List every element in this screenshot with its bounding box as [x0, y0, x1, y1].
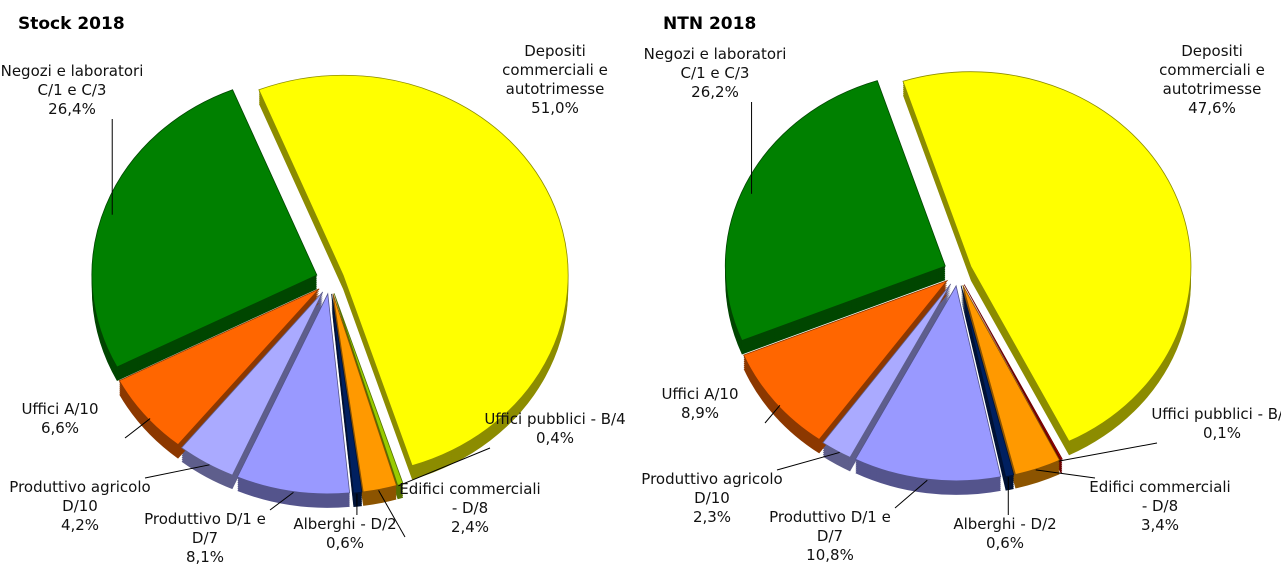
data-label: Produttivo agricolo D/10 2,3%: [637, 470, 787, 527]
data-label: Negozi e laboratori C/1 e C/3 26,4%: [0, 62, 147, 119]
value-label: 2,4%: [450, 518, 490, 536]
leader-line: [894, 479, 928, 509]
category-label: Uffici pubblici - B/4: [484, 410, 626, 428]
category-label: Alberghi - D/2: [953, 515, 1057, 533]
data-label: Produttivo agricolo D/10 4,2%: [5, 478, 155, 535]
value-label: 0,1%: [1202, 424, 1242, 442]
data-label: Produttivo D/1 e D/7 10,8%: [755, 508, 905, 565]
leader-line: [144, 464, 210, 479]
category-label: Edifici commerciali - D/8: [399, 480, 541, 517]
data-label: Uffici pubblici - B/4 0,1%: [1147, 405, 1281, 443]
data-label: Edifici commerciali - D/8 2,4%: [395, 480, 545, 537]
data-label: Uffici A/10 8,9%: [625, 385, 775, 423]
category-label: Uffici A/10: [661, 385, 739, 403]
data-label: Produttivo D/1 e D/7 8,1%: [130, 510, 280, 567]
category-label: Produttivo D/1 e D/7: [144, 510, 266, 547]
category-label: Produttivo D/1 e D/7: [769, 508, 891, 545]
slice: [963, 284, 1063, 461]
slice: [118, 288, 320, 446]
slice: [822, 283, 952, 458]
category-label: Edifici commerciali - D/8: [1089, 478, 1231, 515]
slice: [332, 293, 397, 493]
leader-line: [1035, 469, 1096, 479]
value-label: 0,6%: [985, 534, 1025, 552]
value-label: 4,2%: [60, 516, 100, 534]
slice: [743, 279, 949, 440]
chart-title: Stock 2018: [18, 14, 125, 34]
leader-line: [378, 490, 406, 538]
slice: [960, 285, 1015, 478]
slice: [902, 71, 1192, 442]
category-label: Produttivo agricolo D/10: [9, 478, 151, 515]
value-label: 47,6%: [1188, 99, 1236, 117]
leader-line: [398, 447, 491, 487]
data-label: Uffici A/10 6,6%: [0, 400, 135, 438]
value-label: 26,4%: [48, 100, 96, 118]
slice: [91, 89, 318, 368]
leader-line: [776, 451, 840, 471]
data-label: Alberghi - D/2 0,6%: [270, 515, 420, 553]
category-label: Uffici A/10: [21, 400, 99, 418]
chart-title: NTN 2018: [663, 14, 757, 34]
slice: [181, 291, 324, 476]
data-label: Depositi commerciali e autotrimesse 47,6%: [1137, 42, 1281, 118]
slice: [331, 293, 363, 494]
data-label: Depositi commerciali e autotrimesse 51,0%: [480, 42, 630, 118]
slice: [236, 292, 351, 495]
value-label: 8,9%: [680, 404, 720, 422]
category-label: Negozi e laboratori C/1 e C/3: [643, 45, 787, 82]
category-label: Uffici pubblici - B/4: [1151, 405, 1281, 423]
slice: [854, 284, 1002, 482]
data-label: Alberghi - D/2 0,6%: [930, 515, 1080, 553]
value-label: 26,2%: [691, 83, 739, 101]
value-label: 6,6%: [40, 419, 80, 437]
data-label: Edifici commerciali - D/8 3,4%: [1085, 478, 1235, 535]
category-label: Depositi commerciali e autotrimesse: [502, 42, 608, 98]
leader-line: [269, 492, 294, 511]
leader-line: [1058, 442, 1158, 462]
value-label: 2,3%: [692, 508, 732, 526]
value-label: 8,1%: [185, 548, 225, 566]
data-label: Uffici pubblici - B/4 0,4%: [480, 410, 630, 448]
value-label: 51,0%: [531, 99, 579, 117]
value-label: 0,4%: [535, 429, 575, 447]
leader-line: [124, 418, 151, 439]
value-label: 0,6%: [325, 534, 365, 552]
slice: [724, 80, 946, 341]
category-label: Depositi commerciali e autotrimesse: [1159, 42, 1265, 98]
category-label: Alberghi - D/2: [293, 515, 397, 533]
slice: [962, 284, 1061, 475]
category-label: Produttivo agricolo D/10: [641, 470, 783, 507]
category-label: Negozi e laboratori C/1 e C/3: [0, 62, 144, 99]
value-label: 3,4%: [1140, 516, 1180, 534]
data-label: Negozi e laboratori C/1 e C/3 26,2%: [640, 45, 790, 102]
value-label: 10,8%: [806, 546, 854, 564]
leader-line: [764, 405, 781, 424]
slice: [258, 74, 569, 467]
